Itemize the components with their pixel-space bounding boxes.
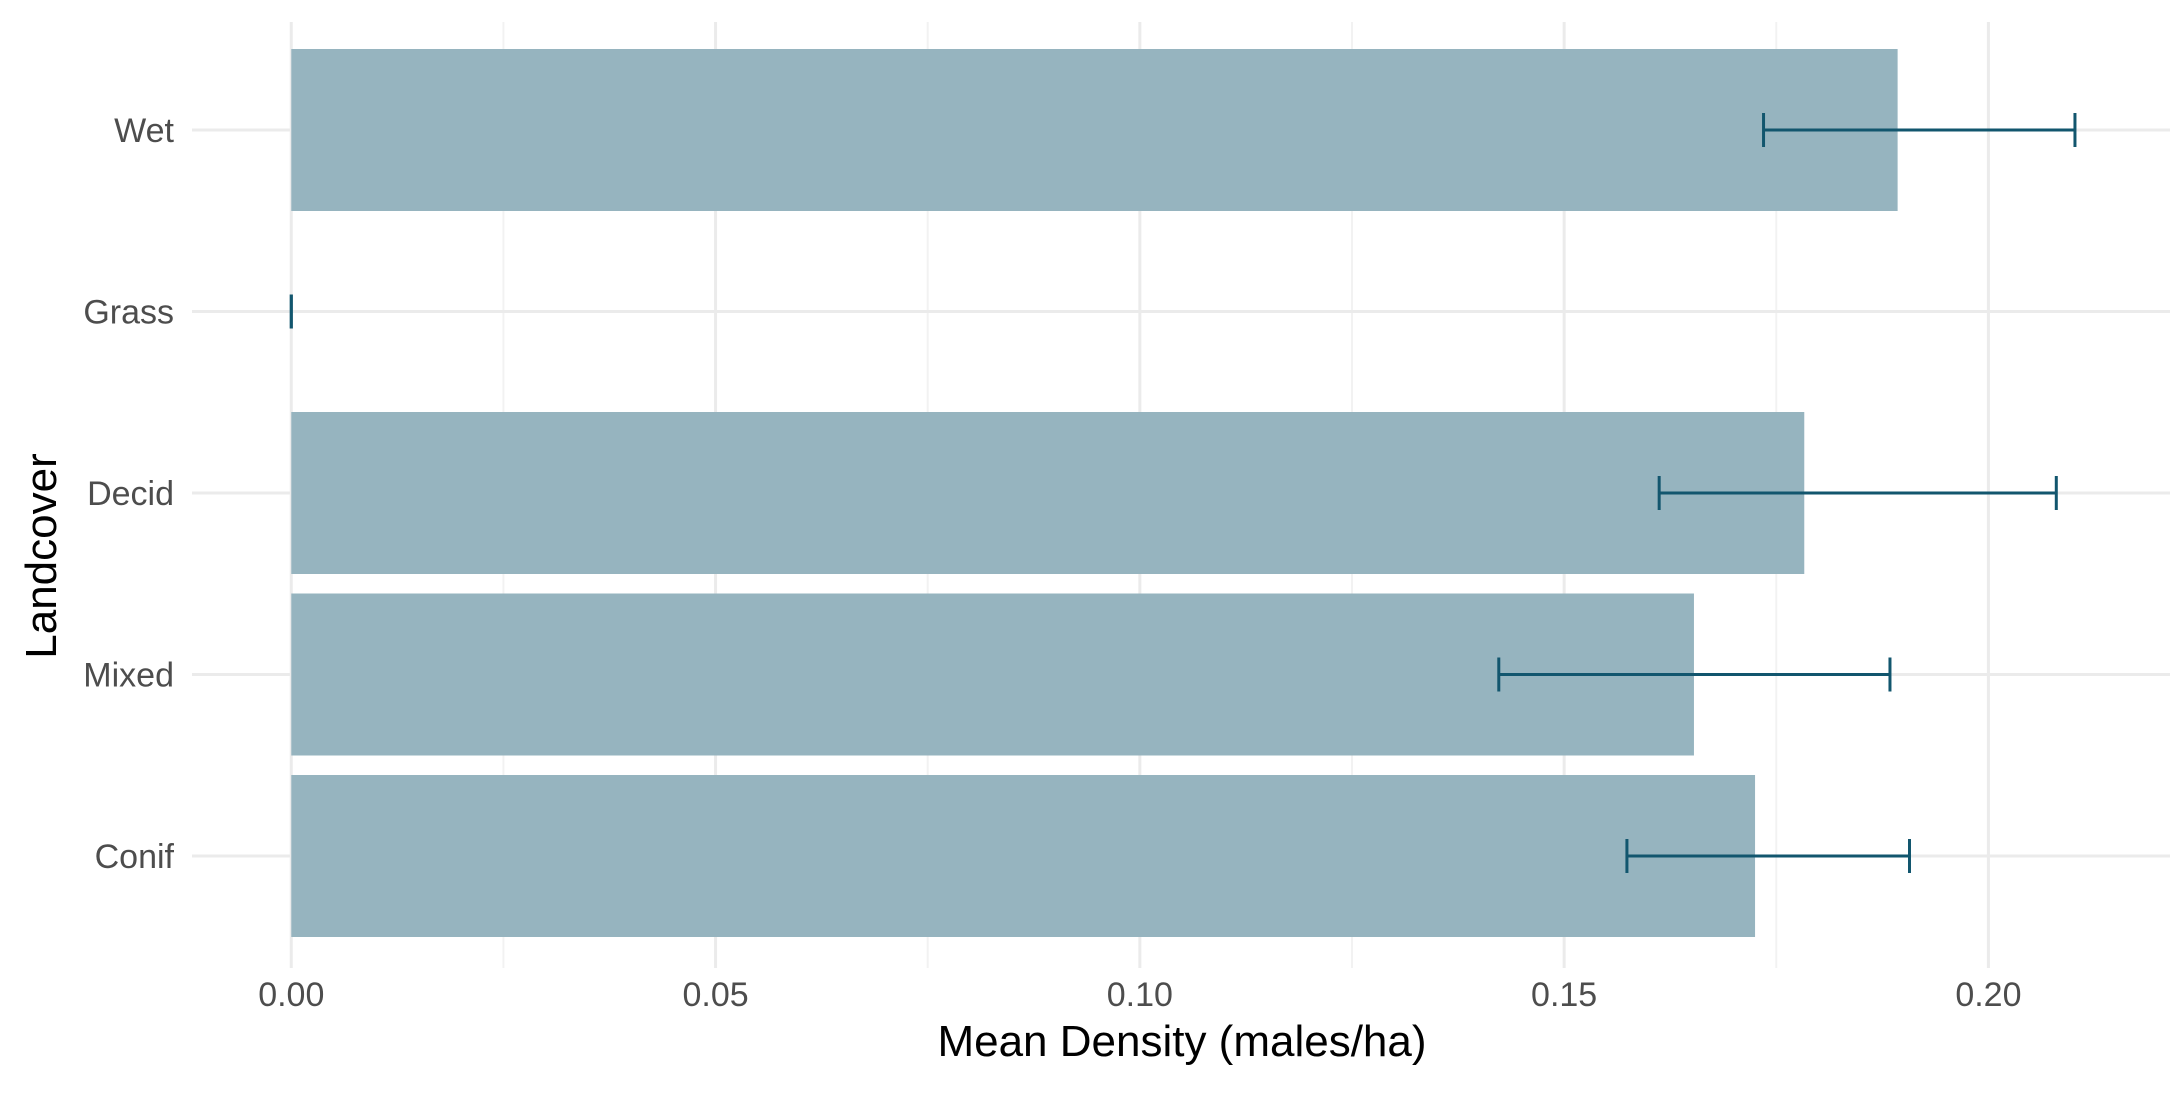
x-tick-label: 0.20	[1955, 976, 2021, 1014]
bar-mixed	[291, 593, 1694, 756]
y-tick-label: Wet	[114, 112, 174, 150]
x-axis-title: Mean Density (males/ha)	[937, 1017, 1426, 1066]
x-tick-label: 0.10	[1107, 976, 1173, 1014]
x-tick-label: 0.00	[258, 976, 324, 1014]
errorbar-wet	[1762, 113, 2077, 147]
x-tick-label: 0.05	[682, 976, 748, 1014]
y-tick-label: Grass	[83, 294, 174, 332]
errorbar-conif	[1625, 839, 1911, 873]
errorbar-layer	[289, 113, 2077, 873]
bar-conif	[291, 775, 1756, 937]
errorbar-decid	[1657, 476, 2058, 510]
y-axis-title: Landcover	[17, 453, 66, 658]
y-tick-label: Mixed	[83, 657, 174, 695]
tick-label-layer: Conif Mixed Decid Grass Wet 0.00 0.05 0.10 0.15 0…	[83, 112, 2021, 1014]
y-tick-label: Decid	[87, 475, 174, 513]
bar-layer	[291, 49, 1898, 937]
bar-wet	[291, 49, 1898, 211]
bar-decid	[291, 412, 1805, 574]
x-tick-label: 0.15	[1531, 976, 1597, 1014]
y-tick-label: Conif	[95, 838, 175, 876]
errorbar-mixed	[1497, 657, 1892, 692]
